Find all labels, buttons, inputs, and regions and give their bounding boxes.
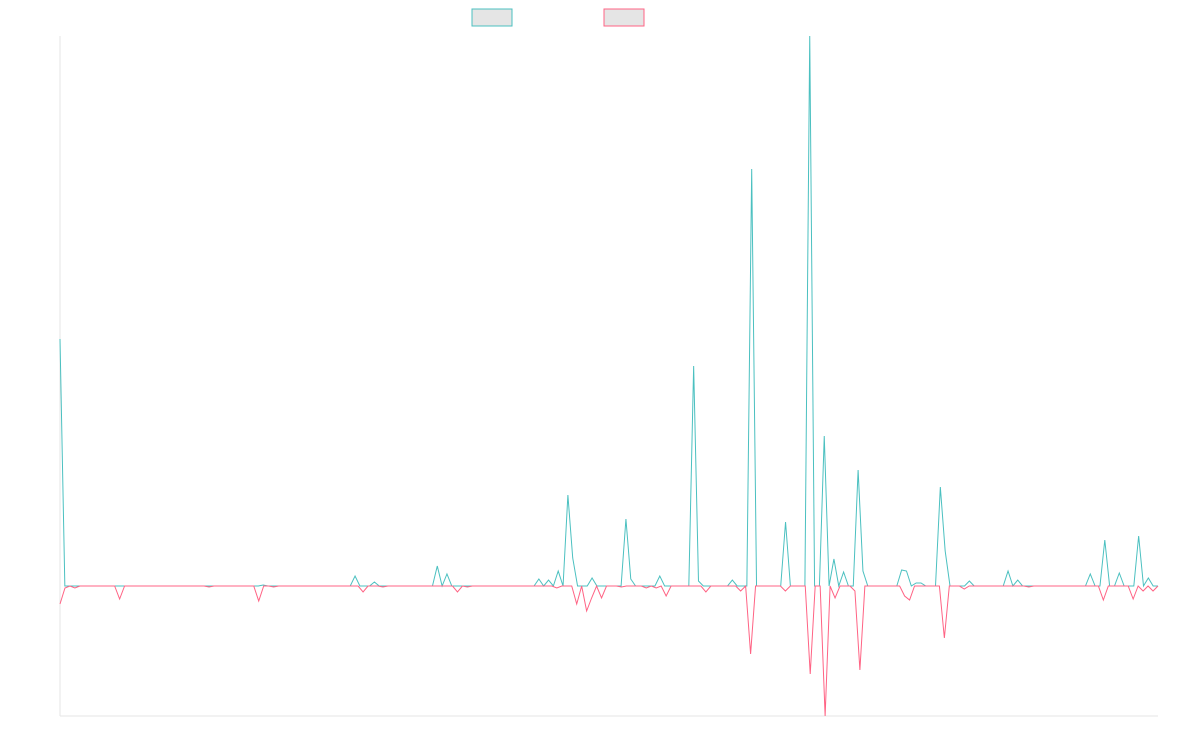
series-line-a — [59, 35, 1158, 588]
series-line-b — [59, 584, 1159, 717]
legend-swatch-series-a[interactable] — [471, 8, 513, 27]
series-layer — [59, 35, 1159, 717]
axes — [59, 36, 1158, 717]
legend — [471, 8, 645, 27]
legend-swatch-series-b[interactable] — [603, 8, 645, 27]
